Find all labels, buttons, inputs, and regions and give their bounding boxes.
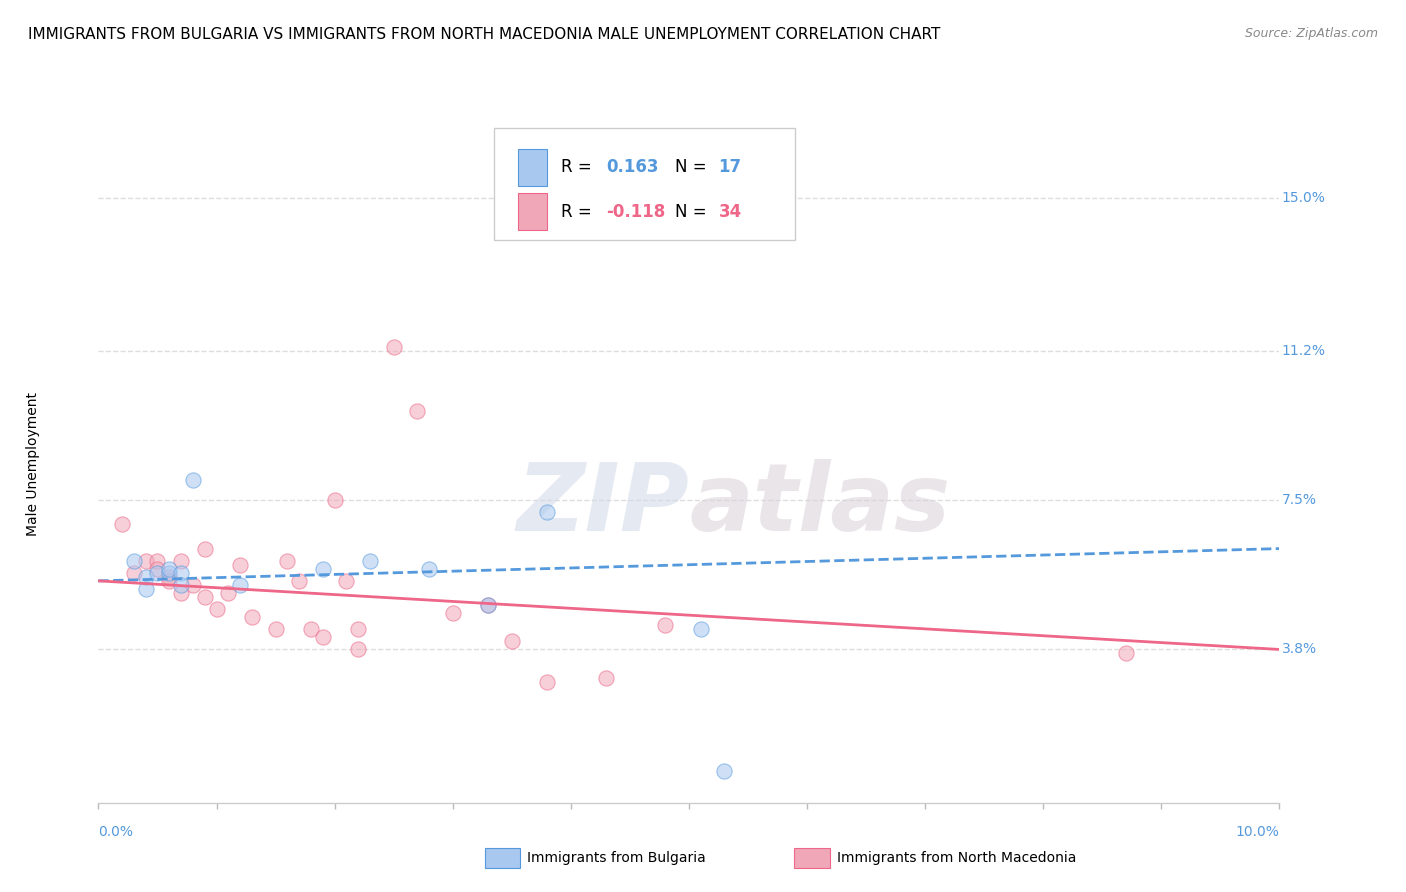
- Text: Male Unemployment: Male Unemployment: [27, 392, 41, 536]
- Text: Immigrants from North Macedonia: Immigrants from North Macedonia: [837, 851, 1076, 865]
- Point: [382, 340, 405, 354]
- Point: [135, 582, 157, 596]
- Point: [713, 764, 735, 778]
- Point: [312, 631, 335, 645]
- Point: [654, 618, 676, 632]
- Text: 3.8%: 3.8%: [1282, 642, 1317, 657]
- Point: [299, 622, 322, 636]
- Point: [595, 671, 617, 685]
- Text: R =: R =: [561, 159, 598, 177]
- Point: [157, 574, 180, 588]
- Point: [205, 602, 228, 616]
- Point: [181, 578, 204, 592]
- Point: [536, 674, 558, 689]
- Text: ZIP: ZIP: [516, 458, 689, 550]
- Point: [264, 622, 287, 636]
- Text: R =: R =: [561, 202, 598, 220]
- Point: [170, 554, 193, 568]
- Point: [335, 574, 357, 588]
- Point: [347, 622, 370, 636]
- Point: [347, 642, 370, 657]
- Point: [229, 558, 252, 572]
- Point: [477, 598, 499, 612]
- Text: -0.118: -0.118: [606, 202, 665, 220]
- Point: [477, 598, 499, 612]
- Point: [122, 566, 145, 580]
- Point: [288, 574, 311, 588]
- Text: 11.2%: 11.2%: [1282, 343, 1326, 358]
- Text: IMMIGRANTS FROM BULGARIA VS IMMIGRANTS FROM NORTH MACEDONIA MALE UNEMPLOYMENT CO: IMMIGRANTS FROM BULGARIA VS IMMIGRANTS F…: [28, 27, 941, 42]
- Point: [181, 473, 204, 487]
- Text: atlas: atlas: [689, 458, 950, 550]
- Text: Immigrants from Bulgaria: Immigrants from Bulgaria: [527, 851, 706, 865]
- Point: [1115, 647, 1137, 661]
- Point: [689, 622, 711, 636]
- Text: 0.163: 0.163: [606, 159, 659, 177]
- Text: N =: N =: [675, 202, 711, 220]
- Point: [323, 493, 346, 508]
- Point: [157, 562, 180, 576]
- Point: [194, 541, 217, 556]
- Text: Source: ZipAtlas.com: Source: ZipAtlas.com: [1244, 27, 1378, 40]
- Point: [170, 578, 193, 592]
- Point: [157, 570, 180, 584]
- Text: 17: 17: [718, 159, 741, 177]
- Point: [146, 554, 169, 568]
- FancyBboxPatch shape: [494, 128, 796, 240]
- Point: [359, 554, 381, 568]
- FancyBboxPatch shape: [517, 149, 547, 186]
- Point: [135, 570, 157, 584]
- Point: [170, 586, 193, 600]
- FancyBboxPatch shape: [517, 193, 547, 230]
- Point: [229, 578, 252, 592]
- Point: [146, 566, 169, 580]
- Point: [111, 517, 134, 532]
- Point: [536, 505, 558, 519]
- Point: [406, 404, 429, 418]
- Text: 15.0%: 15.0%: [1282, 191, 1326, 204]
- Point: [122, 554, 145, 568]
- Point: [501, 634, 523, 648]
- Point: [194, 590, 217, 604]
- Point: [217, 586, 239, 600]
- Point: [441, 606, 464, 620]
- Point: [157, 566, 180, 580]
- Point: [312, 562, 335, 576]
- Text: 7.5%: 7.5%: [1282, 493, 1317, 508]
- Point: [170, 566, 193, 580]
- Point: [418, 562, 440, 576]
- Text: 34: 34: [718, 202, 742, 220]
- Point: [135, 554, 157, 568]
- Point: [146, 562, 169, 576]
- Text: N =: N =: [675, 159, 711, 177]
- Point: [276, 554, 298, 568]
- Point: [240, 610, 263, 624]
- Text: 10.0%: 10.0%: [1236, 825, 1279, 839]
- Text: 0.0%: 0.0%: [98, 825, 134, 839]
